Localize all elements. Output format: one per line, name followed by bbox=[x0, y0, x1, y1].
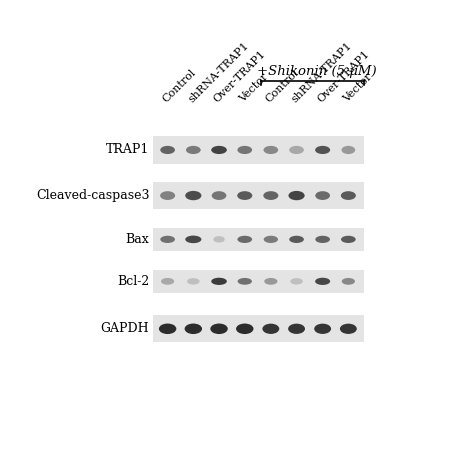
Ellipse shape bbox=[160, 146, 175, 154]
Ellipse shape bbox=[213, 236, 225, 243]
Ellipse shape bbox=[185, 236, 201, 243]
Ellipse shape bbox=[236, 324, 254, 334]
Ellipse shape bbox=[211, 146, 227, 154]
Ellipse shape bbox=[211, 278, 227, 285]
Ellipse shape bbox=[264, 278, 277, 285]
Ellipse shape bbox=[315, 278, 330, 285]
Ellipse shape bbox=[237, 278, 252, 285]
Ellipse shape bbox=[184, 324, 202, 334]
Text: Vector: Vector bbox=[237, 72, 270, 104]
Text: Over-TRAP1: Over-TRAP1 bbox=[212, 48, 268, 104]
Text: shRNA-TRAP1: shRNA-TRAP1 bbox=[290, 40, 354, 104]
Ellipse shape bbox=[264, 191, 278, 200]
Ellipse shape bbox=[263, 324, 279, 334]
Text: GAPDH: GAPDH bbox=[100, 322, 149, 335]
Ellipse shape bbox=[341, 146, 355, 154]
Text: Control: Control bbox=[264, 67, 301, 104]
Ellipse shape bbox=[186, 146, 201, 154]
Ellipse shape bbox=[314, 324, 331, 334]
Text: +Shikonin (5 μM): +Shikonin (5 μM) bbox=[256, 65, 376, 78]
Ellipse shape bbox=[264, 146, 278, 154]
Ellipse shape bbox=[341, 191, 356, 200]
Text: Control: Control bbox=[161, 67, 198, 104]
Ellipse shape bbox=[289, 146, 304, 154]
Bar bbox=[153, 182, 364, 209]
Ellipse shape bbox=[342, 278, 355, 285]
Ellipse shape bbox=[315, 191, 330, 200]
Ellipse shape bbox=[315, 146, 330, 154]
Text: TRAP1: TRAP1 bbox=[106, 144, 149, 156]
Text: shRNA-TRAP1: shRNA-TRAP1 bbox=[186, 40, 250, 104]
Ellipse shape bbox=[289, 191, 305, 200]
Ellipse shape bbox=[264, 236, 278, 243]
Ellipse shape bbox=[288, 324, 305, 334]
Text: Bcl-2: Bcl-2 bbox=[117, 275, 149, 288]
Ellipse shape bbox=[237, 191, 252, 200]
Text: Bax: Bax bbox=[126, 233, 149, 246]
Ellipse shape bbox=[289, 236, 304, 243]
Ellipse shape bbox=[290, 278, 303, 284]
Ellipse shape bbox=[160, 236, 175, 243]
Ellipse shape bbox=[237, 236, 252, 243]
Ellipse shape bbox=[237, 146, 252, 154]
Ellipse shape bbox=[210, 324, 228, 334]
Bar bbox=[153, 315, 364, 343]
Ellipse shape bbox=[315, 236, 330, 243]
Text: Cleaved-caspase3: Cleaved-caspase3 bbox=[36, 189, 149, 202]
Ellipse shape bbox=[161, 278, 174, 285]
Ellipse shape bbox=[160, 191, 175, 200]
Bar bbox=[153, 136, 364, 164]
Ellipse shape bbox=[341, 236, 356, 243]
Bar bbox=[153, 270, 364, 292]
Text: Vector: Vector bbox=[341, 72, 374, 104]
Ellipse shape bbox=[340, 324, 357, 334]
Bar bbox=[153, 228, 364, 251]
Ellipse shape bbox=[159, 324, 176, 334]
Ellipse shape bbox=[212, 191, 227, 200]
Ellipse shape bbox=[187, 278, 200, 284]
Text: Over-TRAP1: Over-TRAP1 bbox=[316, 48, 371, 104]
Ellipse shape bbox=[185, 191, 201, 200]
